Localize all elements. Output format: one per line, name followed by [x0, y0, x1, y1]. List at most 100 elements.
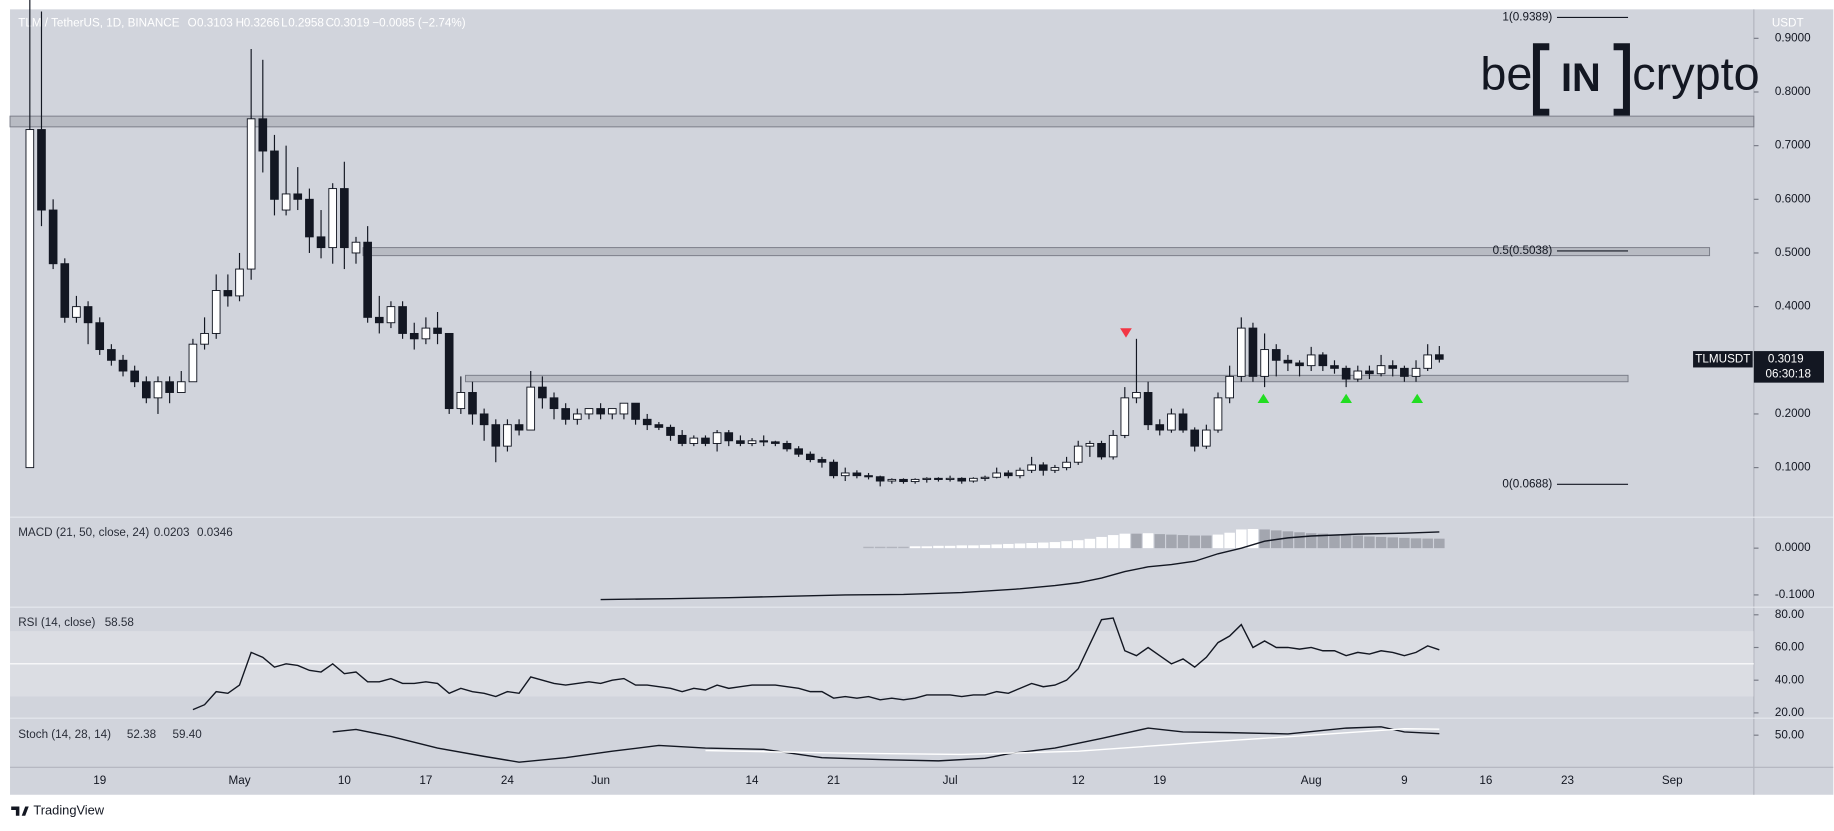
candle-body — [409, 332, 419, 340]
candle-body — [992, 472, 1002, 478]
legend-value: 59.40 — [172, 728, 202, 741]
candle-body — [72, 306, 81, 318]
candle-body — [1178, 413, 1188, 431]
candle-body — [433, 327, 442, 334]
legend-value: 58.58 — [105, 616, 134, 629]
change: −0.0085 — [372, 16, 415, 29]
candle-body — [491, 424, 501, 447]
candle-body — [561, 408, 570, 420]
candle-body — [270, 150, 279, 200]
symbol-label-box — [1693, 351, 1753, 368]
candle-body — [1132, 392, 1141, 399]
y-tick-label: 20.00 — [1775, 706, 1805, 719]
x-tick-label: 16 — [1479, 774, 1492, 787]
x-tick-label: 17 — [419, 774, 432, 787]
ohlc-value: 0.2958 — [288, 16, 324, 29]
histogram-bar — [1224, 532, 1235, 549]
candle-body — [1120, 397, 1130, 436]
y-tick-label: 0.8000 — [1775, 85, 1811, 98]
candle-body — [677, 434, 687, 444]
candle-body — [980, 476, 990, 479]
x-tick-label: 19 — [93, 774, 106, 787]
y-tick-label: 0.2000 — [1775, 407, 1811, 420]
pane-title: RSI (14, close) — [18, 616, 95, 629]
watermark-text: IN — [1561, 56, 1601, 100]
histogram-bar — [1375, 536, 1387, 549]
candle-body — [305, 198, 314, 238]
histogram-bar — [1282, 531, 1294, 549]
histogram-bar — [1340, 535, 1352, 549]
indicator-line — [192, 617, 1440, 711]
candle-body — [747, 440, 757, 444]
candle-body — [1411, 367, 1421, 377]
candle-body — [1190, 429, 1200, 447]
histogram-bar — [1236, 529, 1247, 549]
candle-body — [1365, 370, 1374, 375]
signal-marker — [1120, 328, 1132, 338]
candle-body — [1062, 461, 1071, 469]
candle-body — [957, 477, 967, 482]
fib-label: 0.5(0.5038) — [1493, 244, 1553, 257]
histogram-bar — [944, 545, 956, 549]
candle-body — [1073, 445, 1083, 463]
watermark: be IN crypto — [1480, 43, 1760, 116]
countdown-label: 06:30:18 — [1766, 368, 1811, 381]
candle-body — [60, 263, 70, 318]
candle-body — [223, 290, 233, 297]
candle-body — [444, 332, 454, 410]
candle-body — [875, 476, 885, 482]
candle-body — [642, 418, 652, 426]
zone — [465, 374, 1629, 383]
histogram-bar — [863, 546, 874, 549]
candle-body — [141, 381, 151, 399]
candle-body — [48, 209, 58, 265]
watermark-text: be — [1480, 47, 1532, 99]
histogram-bar — [1201, 535, 1212, 549]
pane-title: Stoch (14, 28, 14) — [18, 728, 111, 741]
header: TLM / TetherUS, 1D, BINANCE O 0.3103 H 0… — [18, 16, 1803, 741]
histogram-bar — [1014, 543, 1026, 549]
ohlc-key: C — [326, 16, 334, 29]
histogram-bar — [1329, 534, 1340, 549]
footer-logo — [11, 806, 29, 816]
candle-body — [211, 290, 221, 334]
candle-body — [1248, 327, 1258, 377]
x-tick-label: 24 — [501, 774, 514, 787]
x-tick-label: 23 — [1561, 774, 1574, 787]
candle-body — [1097, 442, 1106, 458]
candle-body — [200, 332, 209, 345]
y-tick-label: 0.5000 — [1775, 246, 1811, 259]
histogram-bar — [1119, 533, 1131, 549]
footer: TradingView — [11, 803, 105, 818]
histogram-bar — [956, 545, 967, 549]
candle-body — [631, 402, 640, 420]
histogram-bar — [909, 546, 921, 549]
histogram-bar — [1131, 533, 1142, 549]
y-tick-label: 40.00 — [1775, 673, 1805, 686]
legend-value: 52.38 — [127, 728, 156, 741]
histogram-bar — [886, 546, 898, 549]
histogram-bar — [1166, 534, 1177, 549]
ohlc-value: 0.3019 — [334, 16, 370, 29]
indicator-line — [600, 531, 1440, 601]
candle-body — [934, 477, 943, 480]
candle-body — [619, 402, 629, 415]
last-price-label: 0.3019 — [1768, 352, 1804, 365]
candle-body — [235, 268, 244, 297]
y-tick-label: 0.9000 — [1775, 31, 1811, 44]
candle-body — [596, 408, 605, 415]
candle-body — [817, 459, 827, 463]
signal-marker — [1340, 393, 1352, 404]
candle-body — [503, 424, 512, 447]
candle-body — [1400, 367, 1409, 377]
histogram-bar — [1387, 537, 1398, 549]
candle-body — [724, 432, 734, 442]
candle-body — [526, 386, 536, 431]
candle-body — [1143, 392, 1153, 426]
watermark-bracket — [1532, 43, 1630, 116]
histogram-bar — [1003, 543, 1014, 549]
pane-title: MACD (21, 50, close, 24) — [18, 526, 149, 539]
zone — [362, 247, 1711, 257]
